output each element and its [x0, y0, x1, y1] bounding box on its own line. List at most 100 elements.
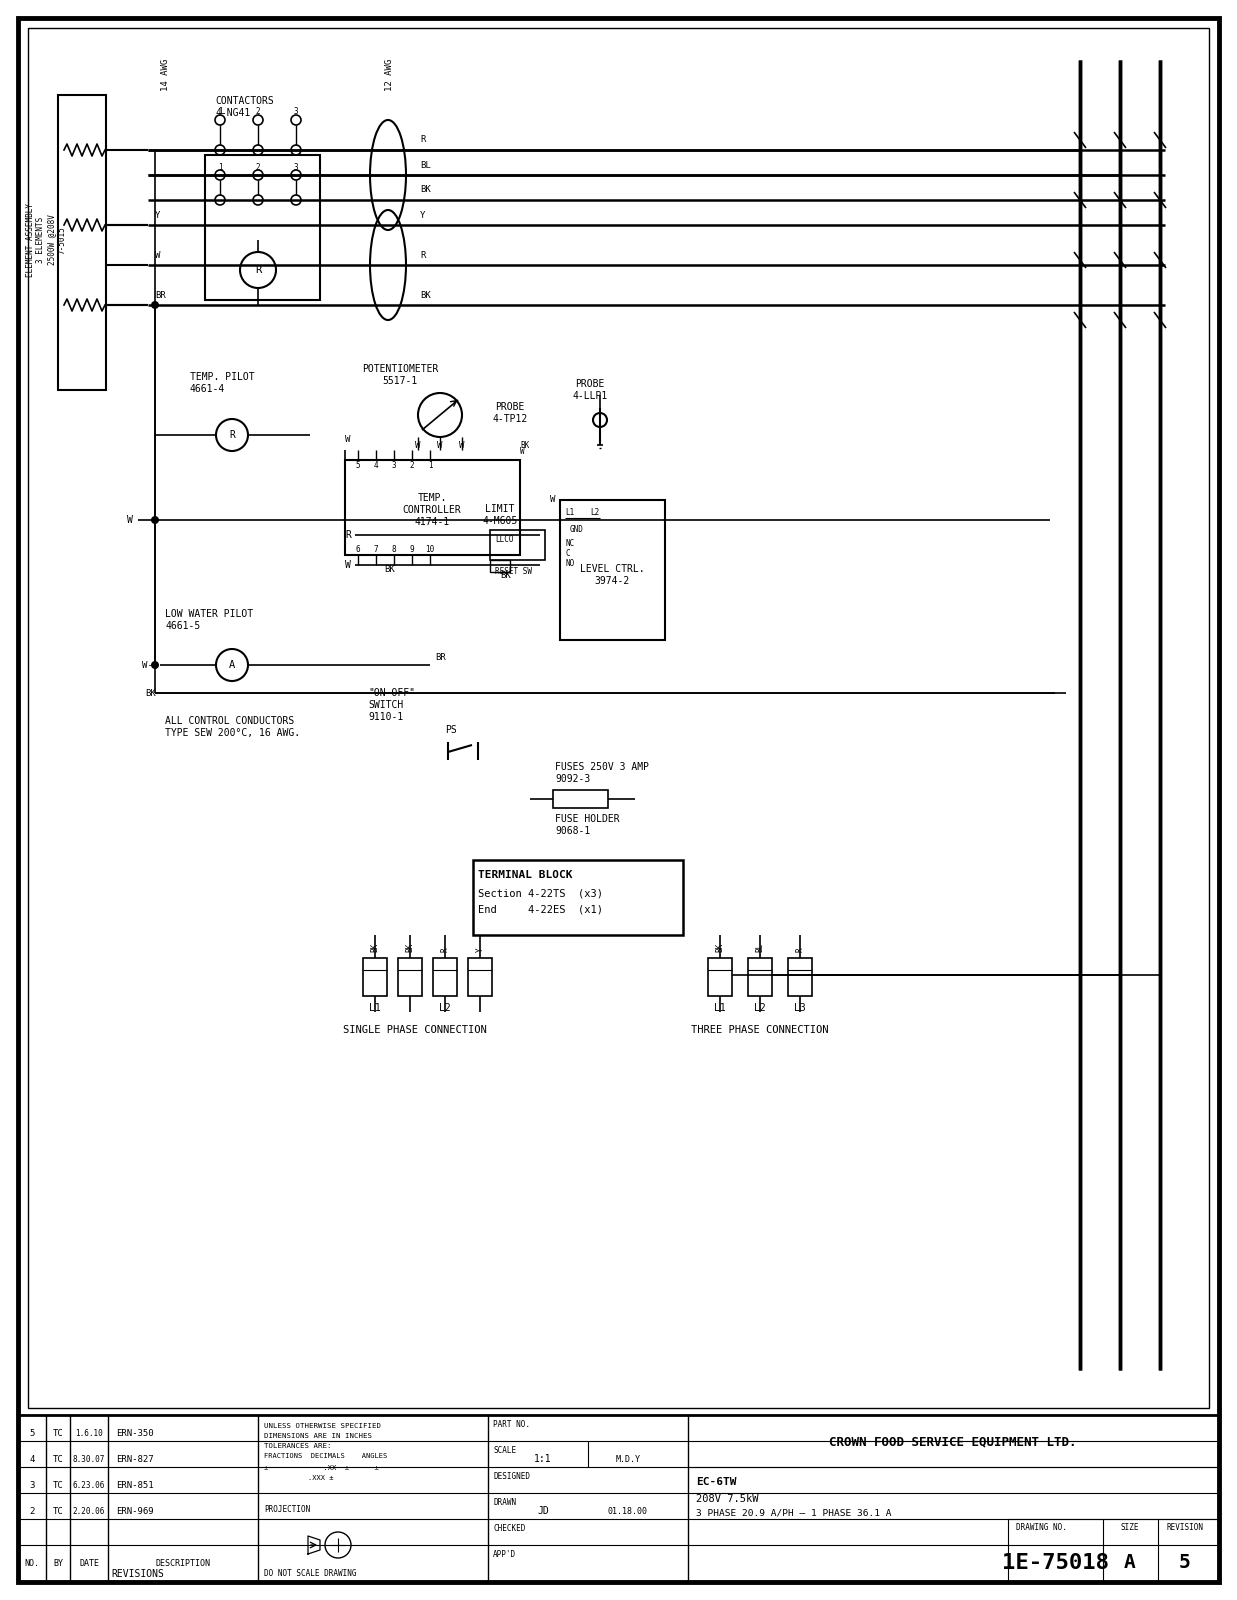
Text: BK: BK: [371, 942, 380, 952]
Text: 7: 7: [374, 546, 379, 555]
Text: W: W: [520, 448, 524, 456]
Text: 208V 7.5kW: 208V 7.5kW: [696, 1494, 758, 1504]
Text: 2: 2: [30, 1507, 35, 1515]
Text: DESCRIPTION: DESCRIPTION: [156, 1558, 210, 1568]
Text: 1E-75018: 1E-75018: [1002, 1554, 1108, 1573]
Text: 5: 5: [356, 461, 360, 469]
Text: R: R: [421, 136, 426, 144]
Text: ERN-827: ERN-827: [116, 1454, 153, 1464]
Text: TC: TC: [53, 1429, 63, 1437]
Text: BL: BL: [421, 160, 430, 170]
Text: ERN-851: ERN-851: [116, 1480, 153, 1490]
Text: Y: Y: [475, 947, 485, 952]
Text: BL: BL: [756, 942, 764, 952]
Text: TOLERANCES ARE:: TOLERANCES ARE:: [263, 1443, 332, 1450]
Text: W-○: W-○: [142, 661, 158, 669]
Text: REVISION: REVISION: [1166, 1523, 1204, 1531]
Text: LLCO: LLCO: [495, 536, 513, 544]
Text: W: W: [416, 440, 421, 450]
Text: NC: NC: [565, 539, 574, 547]
Text: NO.: NO.: [25, 1558, 40, 1568]
Text: 1:1: 1:1: [534, 1454, 552, 1464]
Text: LEVEL CTRL.
3974-2: LEVEL CTRL. 3974-2: [580, 565, 644, 586]
Bar: [398, 958, 422, 995]
Bar: [205, 155, 320, 301]
Text: L3: L3: [794, 1003, 805, 1013]
Text: BK: BK: [406, 942, 414, 952]
Text: .XXX ±: .XXX ±: [308, 1475, 334, 1482]
Text: 1.6.10: 1.6.10: [75, 1429, 103, 1437]
Text: LOW WATER PILOT
4661-5: LOW WATER PILOT 4661-5: [165, 610, 254, 630]
Text: ±             .XX  ±      ±: ± .XX ± ±: [263, 1466, 379, 1470]
Text: DESIGNED: DESIGNED: [494, 1472, 529, 1482]
Text: 3 PHASE 20.9 A/PH – 1 PHASE 36.1 A: 3 PHASE 20.9 A/PH – 1 PHASE 36.1 A: [696, 1509, 892, 1517]
Text: W: W: [127, 515, 132, 525]
Text: CHECKED: CHECKED: [494, 1523, 526, 1533]
Bar: [473, 861, 683, 934]
Text: 14 AWG: 14 AWG: [161, 59, 169, 91]
Text: R: R: [255, 266, 261, 275]
Text: L2: L2: [590, 509, 599, 517]
Bar: [362, 958, 387, 995]
Text: SINGLE PHASE CONNECTION: SINGLE PHASE CONNECTION: [343, 1026, 487, 1035]
Bar: [468, 958, 492, 995]
Bar: [708, 958, 732, 995]
Text: Y: Y: [421, 211, 426, 219]
Text: R: R: [795, 947, 804, 952]
Text: 6.23.06: 6.23.06: [73, 1480, 105, 1490]
Text: CROWN FOOD SERVICE EQUIPMENT LTD.: CROWN FOOD SERVICE EQUIPMENT LTD.: [829, 1435, 1076, 1448]
Text: "ON-OFF"
SWITCH
9110-1: "ON-OFF" SWITCH 9110-1: [367, 688, 414, 722]
Text: 3: 3: [392, 461, 396, 469]
Text: W: W: [345, 560, 351, 570]
Bar: [433, 958, 456, 995]
Text: 2.20.06: 2.20.06: [73, 1507, 105, 1515]
Text: L1: L1: [565, 509, 574, 517]
Text: R: R: [421, 251, 426, 259]
Text: BK: BK: [715, 942, 725, 952]
Text: L2: L2: [755, 1003, 766, 1013]
Text: PART NO.: PART NO.: [494, 1421, 529, 1429]
Text: 3: 3: [293, 163, 298, 171]
Text: 10: 10: [426, 546, 434, 555]
Text: L1: L1: [369, 1003, 381, 1013]
Text: 4: 4: [374, 461, 379, 469]
Text: L2: L2: [439, 1003, 450, 1013]
Bar: [490, 530, 546, 560]
Text: R: R: [345, 530, 351, 541]
Text: ALL CONTROL CONDUCTORS
TYPE SEW 200°C, 16 AWG.: ALL CONTROL CONDUCTORS TYPE SEW 200°C, 1…: [165, 717, 301, 738]
Bar: [748, 958, 772, 995]
Text: BR: BR: [435, 653, 445, 662]
Text: 8: 8: [392, 546, 396, 555]
Text: LIMIT
4-M605: LIMIT 4-M605: [482, 504, 517, 526]
Text: PROBE
4-TP12: PROBE 4-TP12: [492, 402, 528, 424]
Text: PROBE
4-LLP1: PROBE 4-LLP1: [573, 379, 607, 400]
Text: 4: 4: [30, 1454, 35, 1464]
Text: W: W: [155, 251, 161, 259]
Text: 1: 1: [428, 461, 432, 469]
Bar: [490, 560, 510, 573]
Text: 2: 2: [256, 107, 260, 117]
Circle shape: [151, 515, 160, 525]
Text: SIZE: SIZE: [1121, 1523, 1139, 1531]
Text: TC: TC: [53, 1507, 63, 1515]
Bar: [28, 27, 1209, 1408]
Text: 6: 6: [356, 546, 360, 555]
Text: TC: TC: [53, 1480, 63, 1490]
Text: TERMINAL BLOCK: TERMINAL BLOCK: [477, 870, 573, 880]
Text: PS: PS: [445, 725, 456, 734]
Text: C: C: [565, 549, 569, 557]
Text: 1: 1: [218, 107, 223, 117]
Text: ELEMENT ASSEMBLY
3 ELEMENTS
2500W @208V
7-5015: ELEMENT ASSEMBLY 3 ELEMENTS 2500W @208V …: [26, 203, 66, 277]
Text: W: W: [459, 440, 465, 450]
Text: FUSE HOLDER
9068-1: FUSE HOLDER 9068-1: [555, 814, 620, 835]
Bar: [788, 958, 811, 995]
Text: POTENTIOMETER
5517-1: POTENTIOMETER 5517-1: [361, 365, 438, 386]
Text: A: A: [1124, 1554, 1136, 1573]
Text: 2: 2: [409, 461, 414, 469]
Text: Section 4-22TS  (x3): Section 4-22TS (x3): [477, 888, 602, 898]
Text: End     4-22ES  (x1): End 4-22ES (x1): [477, 904, 602, 914]
Circle shape: [151, 301, 160, 309]
Text: M.D.Y: M.D.Y: [616, 1454, 641, 1464]
Text: NO: NO: [565, 558, 574, 568]
Text: 3: 3: [293, 107, 298, 117]
